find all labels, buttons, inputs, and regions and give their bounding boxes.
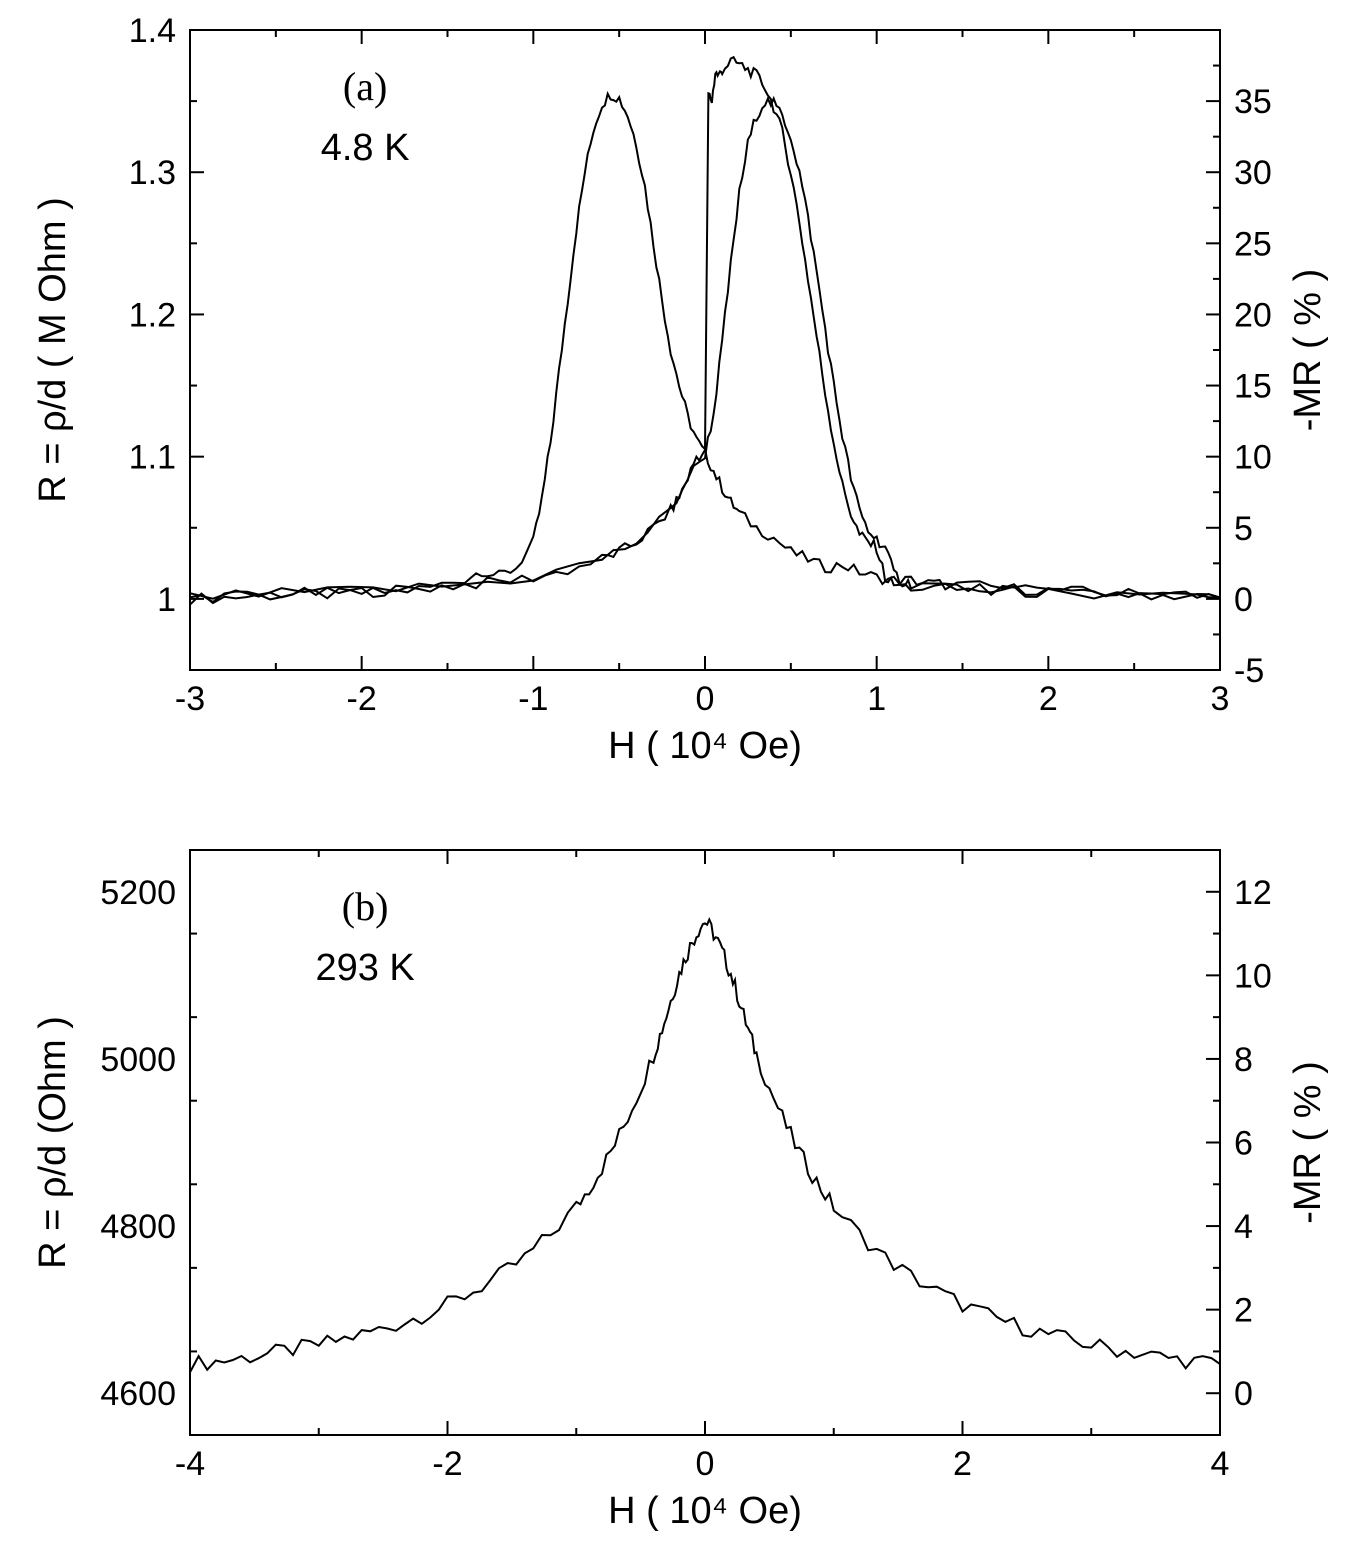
y-right-tick-label: 6 [1234, 1125, 1253, 1163]
y-right-tick-label: 0 [1234, 1375, 1253, 1413]
y-right-tick-label: 30 [1234, 154, 1272, 192]
y-right-tick-label: 35 [1234, 83, 1272, 121]
y-left-tick-label: 1.3 [129, 154, 176, 192]
y-right-tick-label: 25 [1234, 225, 1272, 263]
y-right-tick-label: -5 [1234, 652, 1264, 690]
y-left-tick-label: 4800 [100, 1208, 176, 1246]
y-right-tick-label: 15 [1234, 368, 1272, 406]
x-tick-label: 2 [1039, 680, 1058, 718]
y-right-tick-label: 20 [1234, 296, 1272, 334]
x-tick-label: 4 [1211, 1445, 1230, 1483]
y-right-tick-label: 12 [1234, 874, 1272, 912]
panel-label: (a) [343, 64, 387, 109]
y-left-tick-label: 1.4 [129, 12, 176, 50]
y-right-tick-label: 10 [1234, 957, 1272, 995]
y-right-tick-label: 2 [1234, 1292, 1253, 1330]
figure-container: -3-2-10123H ( 10⁴ Oe)11.11.21.31.4R = ρ/… [0, 0, 1367, 1555]
x-tick-label: 0 [696, 680, 715, 718]
y-left-tick-label: 4600 [100, 1375, 176, 1413]
panel-label: (b) [342, 884, 389, 929]
x-tick-label: -1 [518, 680, 548, 718]
x-tick-label: -2 [432, 1445, 462, 1483]
y-right-tick-label: 8 [1234, 1041, 1253, 1079]
figure-svg: -3-2-10123H ( 10⁴ Oe)11.11.21.31.4R = ρ/… [0, 0, 1367, 1555]
x-tick-label: 3 [1211, 680, 1230, 718]
x-axis-label: H ( 10⁴ Oe) [608, 1490, 802, 1532]
y-left-tick-label: 1 [157, 581, 176, 619]
y-left-axis-label: R = ρ/d (Ohm ) [32, 1016, 74, 1269]
y-right-tick-label: 10 [1234, 439, 1272, 477]
y-right-axis-label: -MR ( % ) [1287, 1061, 1329, 1224]
x-tick-label: 2 [953, 1445, 972, 1483]
y-right-tick-label: 5 [1234, 510, 1253, 548]
y-right-tick-label: 4 [1234, 1208, 1253, 1246]
plot-frame [190, 850, 1220, 1435]
x-tick-label: -3 [175, 680, 205, 718]
y-right-tick-label: 0 [1234, 581, 1253, 619]
temperature-label: 293 K [315, 947, 414, 989]
x-tick-label: -2 [347, 680, 377, 718]
y-left-tick-label: 5200 [100, 874, 176, 912]
x-tick-label: -4 [175, 1445, 205, 1483]
x-axis-label: H ( 10⁴ Oe) [608, 725, 802, 767]
y-left-tick-label: 5000 [100, 1041, 176, 1079]
x-tick-label: 1 [867, 680, 886, 718]
y-left-axis-label: R = ρ/d ( M Ohm ) [32, 197, 74, 503]
y-left-tick-label: 1.1 [129, 439, 176, 477]
y-left-tick-label: 1.2 [129, 296, 176, 334]
y-right-axis-label: -MR ( % ) [1287, 269, 1329, 432]
temperature-label: 4.8 K [321, 127, 410, 169]
x-tick-label: 0 [696, 1445, 715, 1483]
